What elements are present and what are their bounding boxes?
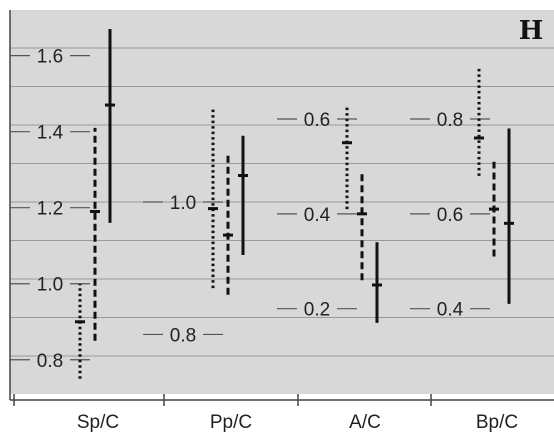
- gridlines: [10, 47, 554, 357]
- axis-tick-label: 0.4: [304, 205, 331, 226]
- axis-tick-label: 0.8: [170, 325, 196, 346]
- axis-tick-label: 0.6: [437, 205, 463, 226]
- category-label: Sp/C: [77, 412, 119, 433]
- axis-tick-label: 0.4: [437, 300, 464, 321]
- axis-tick-label: 1.4: [37, 123, 64, 144]
- axis-tick-label: 1.2: [37, 199, 63, 220]
- axis-tick-label: 1.0: [37, 275, 63, 296]
- axis-tick-label: 0.2: [304, 300, 330, 321]
- category-label: Bp/C: [476, 412, 518, 433]
- group-axis-labels: 0.8 1.0 1.2 1.4 1.6 0.8 1.0 0.2 0.4 0.6 0.4 0.6 0.8: [10, 47, 490, 372]
- axis-tick-label: 1.0: [170, 193, 196, 214]
- category-labels: Sp/C Pp/C A/C Bp/C: [77, 412, 518, 433]
- axis-tick-label: 0.8: [437, 110, 463, 131]
- panel-letter: H: [519, 16, 544, 46]
- category-label: Pp/C: [210, 412, 252, 433]
- x-axis-ticks: [13, 394, 432, 406]
- axis-tick-label: 1.6: [37, 47, 63, 68]
- category-label: A/C: [349, 412, 381, 433]
- axis-tick-label: 0.6: [304, 110, 330, 131]
- interval-marks: [75, 29, 514, 379]
- axis-tick-label: 0.8: [37, 351, 63, 372]
- panel-letter-box: [510, 12, 552, 46]
